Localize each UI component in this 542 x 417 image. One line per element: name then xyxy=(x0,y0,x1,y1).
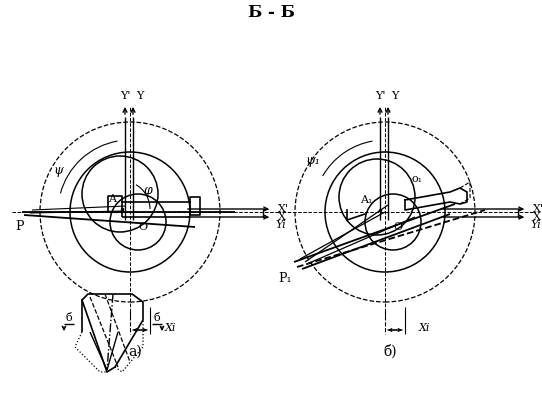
Text: φ: φ xyxy=(144,183,152,196)
Text: Y: Y xyxy=(391,91,399,101)
Text: A₁: A₁ xyxy=(360,195,372,205)
Text: X: X xyxy=(278,212,286,222)
Text: Yi: Yi xyxy=(530,220,540,230)
Text: Б - Б: Б - Б xyxy=(248,3,294,20)
Text: A: A xyxy=(108,194,116,204)
Text: X: X xyxy=(533,212,541,222)
Text: Y': Y' xyxy=(120,91,130,101)
Text: Xi: Xi xyxy=(165,323,176,333)
Text: Y: Y xyxy=(136,91,144,101)
Text: O: O xyxy=(393,222,403,232)
Text: ψ₁: ψ₁ xyxy=(306,153,320,166)
Text: o₁: o₁ xyxy=(411,174,423,184)
Text: б: б xyxy=(153,313,160,323)
Text: Y': Y' xyxy=(375,91,385,101)
Text: P₁: P₁ xyxy=(278,272,292,286)
Text: O: O xyxy=(138,222,147,232)
Text: б: б xyxy=(66,313,73,323)
Text: б): б) xyxy=(383,345,397,359)
Text: X': X' xyxy=(533,204,542,214)
Text: а): а) xyxy=(128,345,142,359)
Text: Yi: Yi xyxy=(275,220,286,230)
Text: Xi: Xi xyxy=(419,323,430,333)
Text: X': X' xyxy=(278,204,289,214)
Text: ψ: ψ xyxy=(53,163,63,176)
Text: P: P xyxy=(16,219,24,233)
